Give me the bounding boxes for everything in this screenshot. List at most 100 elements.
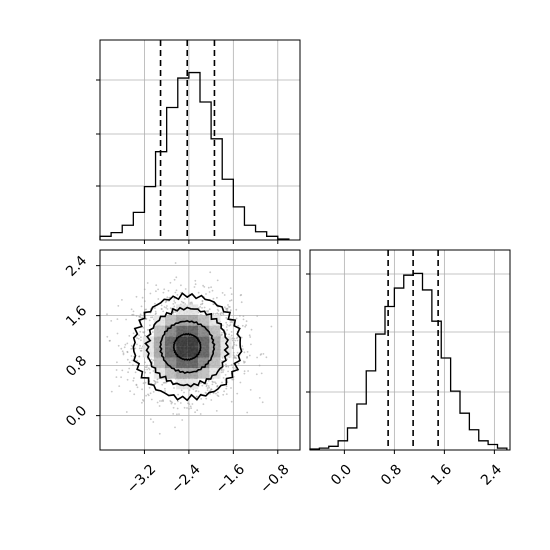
scatter-point — [230, 299, 233, 302]
scatter-point — [169, 400, 172, 402]
scatter-point — [177, 400, 179, 403]
scatter-point — [243, 370, 246, 373]
scatter-point — [122, 352, 125, 354]
scatter-point — [231, 337, 234, 339]
scatter-point — [229, 309, 232, 312]
scatter-point — [173, 387, 175, 389]
scatter-point — [207, 385, 210, 387]
scatter-point — [125, 411, 128, 413]
scatter-point — [242, 315, 245, 318]
scatter-point — [213, 303, 215, 305]
scatter-point — [260, 372, 263, 375]
scatter-point — [225, 307, 228, 310]
scatter-point — [146, 364, 149, 367]
scatter-point — [116, 318, 119, 320]
scatter-point — [207, 309, 209, 312]
scatter-point — [234, 339, 237, 342]
scatter-point — [149, 324, 151, 327]
scatter-point — [222, 393, 225, 396]
scatter-point — [173, 300, 176, 302]
scatter-point — [214, 313, 217, 315]
scatter-point — [193, 286, 196, 288]
scatter-point — [227, 304, 229, 306]
scatter-point — [151, 316, 154, 319]
scatter-point — [139, 313, 142, 316]
density-cell — [187, 315, 199, 326]
scatter-point — [195, 396, 198, 398]
scatter-point — [115, 376, 118, 378]
scatter-point — [115, 369, 118, 371]
density-cells — [142, 304, 232, 390]
scatter-point — [136, 386, 139, 389]
scatter-point — [222, 369, 225, 371]
scatter-point — [249, 389, 252, 391]
scatter-point — [246, 357, 248, 359]
density-cell — [176, 357, 188, 369]
scatter-point — [215, 382, 217, 385]
scatter-point — [176, 407, 179, 410]
density-cell — [187, 368, 199, 379]
scatter-point — [144, 372, 146, 374]
scatter-point — [256, 315, 259, 317]
scatter-point — [138, 315, 141, 318]
density-cell — [165, 315, 177, 326]
density-cell — [153, 325, 165, 337]
scatter-point — [106, 313, 108, 316]
scatter-point — [173, 305, 176, 308]
scatter-point — [136, 337, 139, 339]
joint-density-panel: −3.2 −2.4 −1.6 −0.8 0.0 0.8 1.6 2.4 — [63, 249, 301, 497]
scatter-point — [110, 320, 113, 322]
scatter-point — [152, 421, 155, 423]
axes-frame — [309, 249, 511, 451]
scatter-point — [142, 400, 145, 402]
scatter-point — [152, 370, 155, 372]
scatter-point — [172, 413, 175, 415]
scatter-point — [148, 386, 151, 389]
scatter-point — [227, 365, 230, 368]
scatter-point — [220, 371, 223, 374]
scatter-point — [180, 300, 183, 303]
scatter-point — [135, 295, 138, 298]
scatter-point — [247, 370, 250, 372]
scatter-point — [140, 347, 143, 350]
scatter-point — [189, 301, 192, 304]
x-tick-label: −3.2 — [124, 461, 159, 496]
scatter-point — [226, 324, 229, 326]
scatter-point — [177, 393, 180, 396]
density-cell — [153, 336, 165, 347]
scatter-point — [205, 382, 208, 385]
scatter-point — [120, 376, 122, 379]
scatter-point — [225, 387, 228, 390]
scatter-point — [232, 366, 234, 369]
scatter-point — [143, 288, 146, 291]
scatter-point — [140, 339, 142, 342]
scatter-point — [143, 300, 146, 303]
scatter-point — [160, 400, 163, 402]
density-cell — [198, 336, 210, 347]
scatter-point — [258, 364, 261, 367]
scatter-point — [120, 347, 123, 350]
scatter-point — [174, 291, 177, 294]
scatter-point — [212, 381, 215, 383]
scatter-point — [248, 334, 251, 337]
scatter-point — [156, 401, 159, 404]
scatter-point — [221, 331, 223, 334]
scatter-point — [160, 307, 163, 310]
scatter-point — [205, 392, 208, 395]
scatter-point — [208, 291, 211, 293]
scatter-point — [150, 358, 153, 361]
scatter-point — [232, 351, 235, 354]
scatter-point — [162, 381, 165, 384]
scatter-point — [128, 361, 131, 364]
scatter-point — [130, 344, 133, 347]
scatter-point — [231, 321, 233, 323]
scatter-point — [143, 331, 146, 333]
scatter-point — [154, 302, 156, 305]
density-cell — [165, 368, 177, 379]
scatter-point — [183, 298, 186, 300]
density-cell — [187, 346, 199, 358]
scatter-point — [221, 292, 224, 294]
scatter-point — [258, 397, 261, 399]
scatter-point — [235, 344, 238, 347]
scatter-point — [194, 411, 197, 414]
